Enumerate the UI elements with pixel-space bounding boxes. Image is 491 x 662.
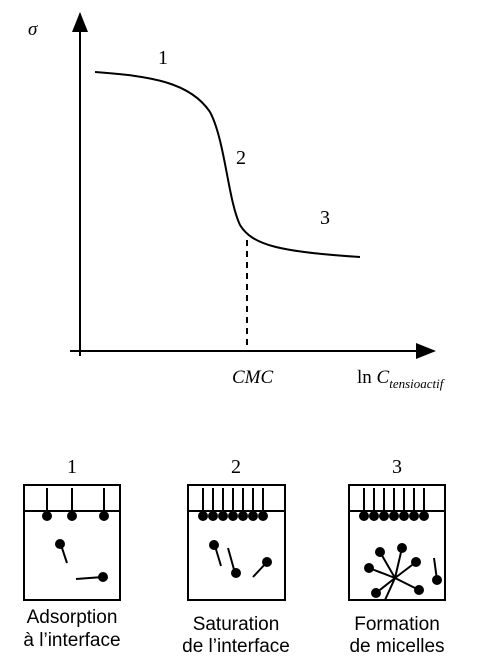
caption: de l’interface xyxy=(182,636,290,657)
panel-number: 3 xyxy=(392,456,402,478)
region-label: 3 xyxy=(320,207,330,229)
x-label: ln Ctensioactif xyxy=(357,367,446,391)
panel-number: 1 xyxy=(67,456,77,478)
panel-number: 2 xyxy=(231,456,241,478)
x-label-sub: tensioactif xyxy=(389,376,446,391)
caption: Formation xyxy=(354,614,440,635)
x-label-var: C xyxy=(377,367,390,388)
caption: à l’interface xyxy=(23,630,120,651)
region-label: 2 xyxy=(236,147,246,169)
region-label: 1 xyxy=(158,47,168,69)
caption: Adsorption xyxy=(27,607,118,628)
cmc-label: CMC xyxy=(232,367,274,388)
curve xyxy=(94,71,361,258)
caption: de micelles xyxy=(349,636,444,657)
panels xyxy=(23,484,446,601)
panel-box xyxy=(23,484,121,601)
heads xyxy=(42,511,442,598)
panel-box xyxy=(348,484,446,601)
caption: Saturation xyxy=(193,614,280,635)
y-label: σ xyxy=(28,19,38,40)
panel-box xyxy=(187,484,286,601)
x-label-ln: ln xyxy=(357,367,372,388)
graph xyxy=(70,12,436,359)
